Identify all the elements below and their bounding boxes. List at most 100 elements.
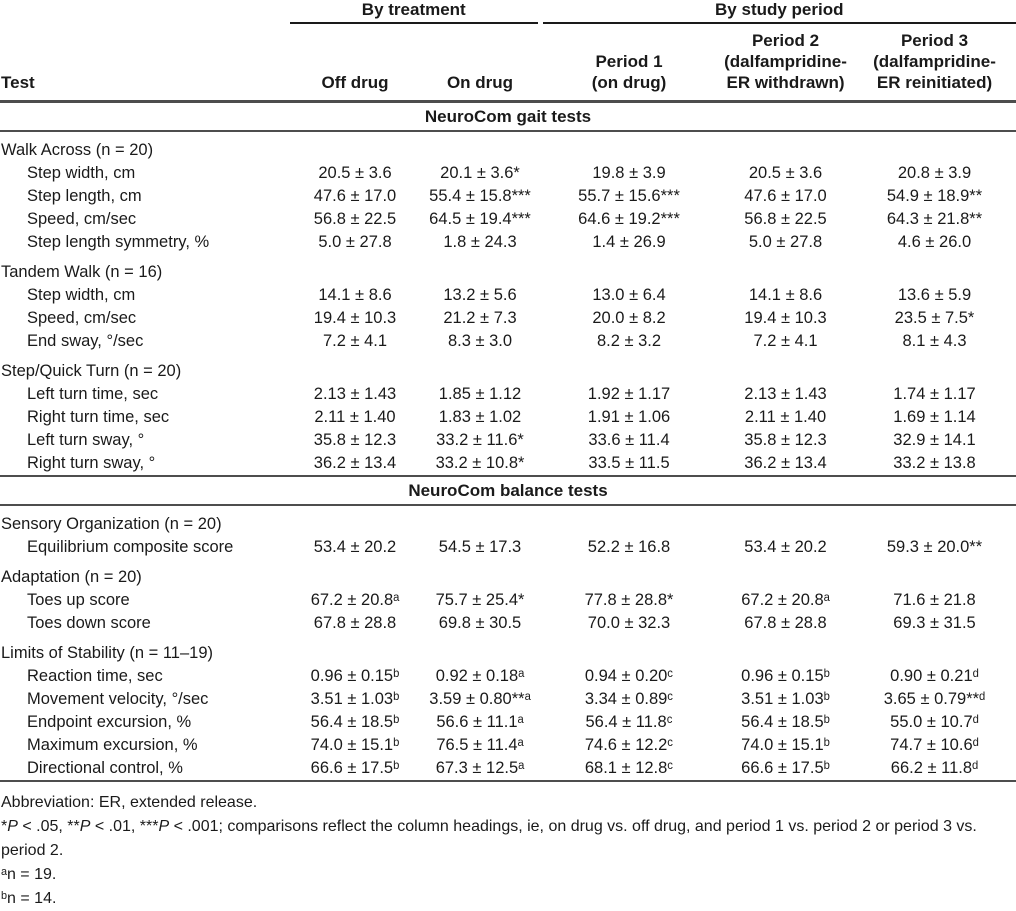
significance-text: * — [1, 818, 8, 835]
row-label: Speed, cm/sec — [27, 309, 137, 327]
value-cell: 19.4 ± 10.3 — [313, 309, 397, 327]
value-cell: 55.0 ± 10.7ᵈ — [890, 713, 979, 731]
row-label: Equilibrium composite score — [27, 538, 234, 556]
value-cell: 56.4 ± 18.5ᵇ — [741, 713, 830, 731]
table-row: Right turn time, sec 2.11 ± 1.40 1.83 ± … — [0, 406, 1016, 429]
value-cell: 0.96 ± 0.15ᵇ — [310, 667, 400, 685]
row-label: Maximum excursion, % — [27, 736, 198, 754]
value-cell: 4.6 ± 26.0 — [897, 233, 972, 251]
value-cell: 76.5 ± 11.4ᵃ — [436, 736, 524, 754]
value-cell: 70.0 ± 32.3 — [587, 614, 671, 632]
value-cell: 0.96 ± 0.15ᵇ — [741, 667, 830, 685]
value-cell: 23.5 ± 7.5* — [894, 309, 975, 327]
value-cell: 33.2 ± 10.8* — [435, 454, 525, 472]
value-cell: 20.1 ± 3.6* — [440, 164, 520, 182]
value-cell: 67.2 ± 20.8ᵃ — [310, 591, 400, 609]
value-cell: 1.91 ± 1.06 — [587, 408, 671, 426]
value-cell: 20.5 ± 3.6 — [318, 164, 392, 182]
category-label: Adaptation (n = 20) — [1, 568, 142, 586]
value-cell: 3.51 ± 1.03ᵇ — [741, 690, 830, 708]
category-row: Adaptation (n = 20) — [0, 559, 1016, 589]
significance-text: < .05, ** — [17, 818, 80, 835]
footnote-abbreviation: Abbreviation: ER, extended release. — [1, 794, 258, 811]
row-label: Movement velocity, °/sec — [27, 690, 209, 708]
value-cell: 64.6 ± 19.2*** — [578, 210, 680, 228]
value-cell: 52.2 ± 16.8 — [587, 538, 671, 556]
value-cell: 56.8 ± 22.5 — [744, 210, 827, 228]
value-cell: 69.3 ± 31.5 — [893, 614, 976, 632]
value-cell: 74.0 ± 15.1ᵇ — [741, 736, 830, 754]
value-cell: 1.69 ± 1.14 — [893, 408, 976, 426]
p-value-symbol: P — [79, 818, 91, 835]
value-cell: 59.3 ± 20.0** — [886, 538, 983, 556]
significance-text: < .001; comparisons reflect the column h… — [1, 818, 977, 859]
section-row-balance: NeuroCom balance tests — [0, 475, 1016, 506]
row-label: Directional control, % — [0, 757, 290, 782]
value-cell: 53.4 ± 20.2 — [313, 538, 397, 556]
table-row: Left turn time, sec 2.13 ± 1.43 1.85 ± 1… — [0, 383, 1016, 406]
value-cell: 14.1 ± 8.6 — [748, 286, 823, 304]
value-cell: 3.51 ± 1.03ᵇ — [310, 690, 400, 708]
value-cell: 14.1 ± 8.6 — [318, 286, 392, 304]
value-cell: 54.5 ± 17.3 — [438, 538, 522, 556]
value-cell: 2.13 ± 1.43 — [744, 385, 827, 403]
row-label: Step width, cm — [27, 164, 136, 182]
section-row-gait: NeuroCom gait tests — [0, 100, 1016, 132]
group-header-by-treatment: By treatment — [290, 0, 543, 24]
row-label: Step length symmetry, % — [27, 233, 210, 251]
value-cell: 13.2 ± 5.6 — [443, 286, 517, 304]
category-label: Limits of Stability (n = 11–19) — [1, 644, 214, 662]
table-row: Toes down score 67.8 ± 28.8 69.8 ± 30.5 … — [0, 612, 1016, 635]
table-row: Equilibrium composite score 53.4 ± 20.2 … — [0, 536, 1016, 559]
value-cell: 66.6 ± 17.5ᵇ — [718, 757, 854, 782]
value-cell: 47.6 ± 17.0 — [313, 187, 397, 205]
category-label: Step/Quick Turn (n = 20) — [1, 362, 182, 380]
value-cell: 47.6 ± 17.0 — [744, 187, 827, 205]
value-cell: 8.1 ± 4.3 — [902, 332, 967, 350]
footnote-marker-b: ᵇn = 14. — [1, 890, 57, 907]
value-cell: 36.2 ± 13.4 — [313, 454, 397, 472]
value-cell: 8.2 ± 3.2 — [596, 332, 662, 350]
value-cell: 33.5 ± 11.5 — [588, 454, 670, 472]
row-label: Toes up score — [27, 591, 130, 609]
row-label: Left turn time, sec — [27, 385, 159, 403]
value-cell: 33.6 ± 11.4 — [588, 431, 670, 449]
value-cell: 35.8 ± 12.3 — [744, 431, 827, 449]
value-cell: 74.6 ± 12.2ᶜ — [584, 736, 674, 754]
value-cell: 19.4 ± 10.3 — [744, 309, 827, 327]
value-cell: 67.8 ± 28.8 — [313, 614, 397, 632]
value-cell: 66.2 ± 11.8ᵈ — [853, 757, 1016, 782]
value-cell: 2.11 ± 1.40 — [744, 408, 827, 426]
table-row: Step length symmetry, % 5.0 ± 27.8 1.8 ±… — [0, 231, 1016, 254]
value-cell: 2.13 ± 1.43 — [313, 385, 397, 403]
value-cell: 64.5 ± 19.4*** — [429, 210, 531, 228]
table-row: Speed, cm/sec 19.4 ± 10.3 21.2 ± 7.3 20.… — [0, 307, 1016, 330]
row-label: Speed, cm/sec — [27, 210, 137, 228]
significance-text: < .01, *** — [90, 818, 159, 835]
p-value-symbol: P — [158, 818, 170, 835]
value-cell: 67.2 ± 20.8ᵃ — [741, 591, 830, 609]
value-cell: 32.9 ± 14.1 — [893, 431, 976, 449]
row-label: Left turn sway, ° — [27, 431, 145, 449]
category-row: Limits of Stability (n = 11–19) — [0, 635, 1016, 665]
table-row: Endpoint excursion, % 56.4 ± 18.5ᵇ 56.6 … — [0, 711, 1016, 734]
value-cell: 71.6 ± 21.8 — [893, 591, 976, 609]
value-cell: 3.59 ± 0.80**ᵃ — [429, 690, 531, 708]
value-cell: 5.0 ± 27.8 — [748, 233, 823, 251]
row-label: End sway, °/sec — [27, 332, 144, 350]
footnote-significance: *P < .05, **P < .01, ***P < .001; compar… — [1, 815, 1013, 863]
value-cell: 8.3 ± 3.0 — [447, 332, 513, 350]
value-cell: 56.4 ± 18.5ᵇ — [310, 713, 400, 731]
table-row: Directional control, % 66.6 ± 17.5ᵇ 67.3… — [0, 757, 1016, 782]
table-row: Movement velocity, °/sec 3.51 ± 1.03ᵇ 3.… — [0, 688, 1016, 711]
value-cell: 1.83 ± 1.02 — [438, 408, 522, 426]
value-cell: 69.8 ± 30.5 — [438, 614, 522, 632]
value-cell: 64.3 ± 21.8** — [886, 210, 983, 228]
column-header-off-drug: Off drug — [290, 23, 420, 103]
value-cell: 0.90 ± 0.21ᵈ — [890, 667, 979, 685]
table-row: Left turn sway, ° 35.8 ± 12.3 33.2 ± 11.… — [0, 429, 1016, 452]
value-cell: 75.7 ± 25.4* — [435, 591, 525, 609]
row-label: Step length, cm — [27, 187, 142, 205]
column-header-row: Test Off drug On drug Period 1 (on drug)… — [0, 23, 1016, 103]
